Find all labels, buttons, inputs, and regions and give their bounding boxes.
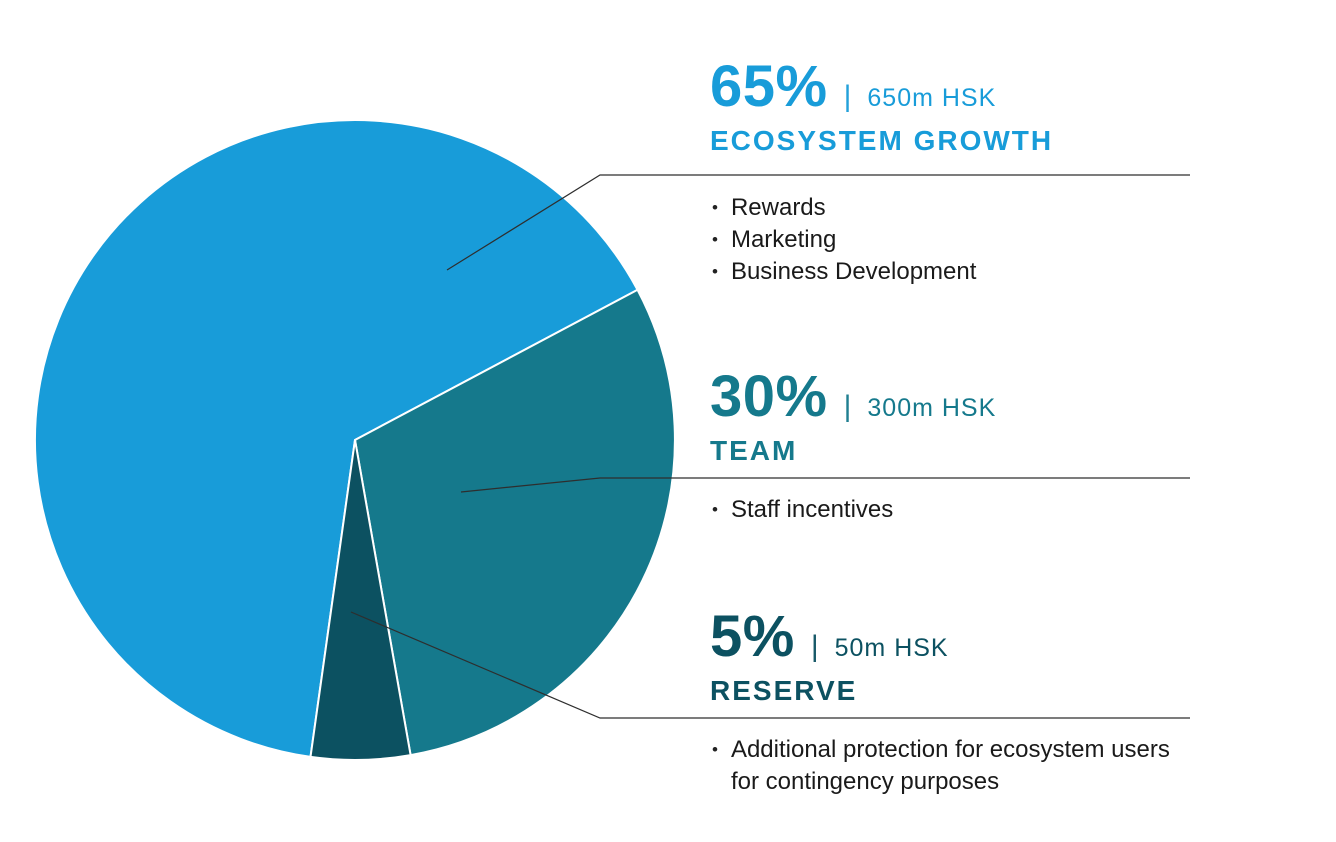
slice-title: TEAM: [710, 435, 798, 466]
percent-row: 30% | 300m HSK: [710, 368, 996, 426]
pie-slice-reserve: [309, 439, 412, 761]
divider: |: [843, 390, 852, 423]
percent-row: 5% | 50m HSK: [710, 608, 949, 666]
slice-details-ecosystem-growth: Rewards Marketing Business Development: [712, 192, 1190, 288]
divider: |: [810, 630, 819, 663]
leader-line-reserve: [350, 611, 1190, 719]
detail-item: Business Development: [712, 256, 1190, 288]
percent-label: 65%: [710, 54, 828, 119]
pie-slice-ecosystem-growth: [33, 119, 639, 758]
leader-line-team: [460, 477, 1190, 493]
divider: |: [843, 80, 852, 113]
detail-item: Rewards: [712, 192, 1190, 224]
slice-title: ECOSYSTEM GROWTH: [710, 125, 1054, 156]
detail-item: Staff incentives: [712, 494, 1190, 526]
amount-label: 50m HSK: [834, 634, 949, 662]
legend-block-ecosystem-growth: 65% | 650m HSK ECOSYSTEM GROWTH: [710, 58, 1053, 157]
percent-label: 30%: [710, 364, 828, 429]
slice-title: RESERVE: [710, 675, 858, 706]
pie-chart: [33, 119, 676, 761]
legend-block-team: 30% | 300m HSK TEAM: [710, 368, 996, 467]
amount-label: 650m HSK: [867, 84, 997, 112]
amount-label: 300m HSK: [867, 394, 997, 422]
detail-item: Marketing: [712, 224, 1190, 256]
percent-row: 65% | 650m HSK: [710, 58, 1053, 116]
slice-details-team: Staff incentives: [712, 494, 1190, 526]
leader-line-ecosystem-growth: [446, 174, 1190, 271]
slice-details-reserve: Additional protection for ecosystem user…: [712, 734, 1190, 798]
detail-item: Additional protection for ecosystem user…: [712, 734, 1190, 798]
pie-slice-team: [354, 288, 676, 757]
legend-block-reserve: 5% | 50m HSK RESERVE: [710, 608, 949, 707]
percent-label: 5%: [710, 604, 795, 669]
